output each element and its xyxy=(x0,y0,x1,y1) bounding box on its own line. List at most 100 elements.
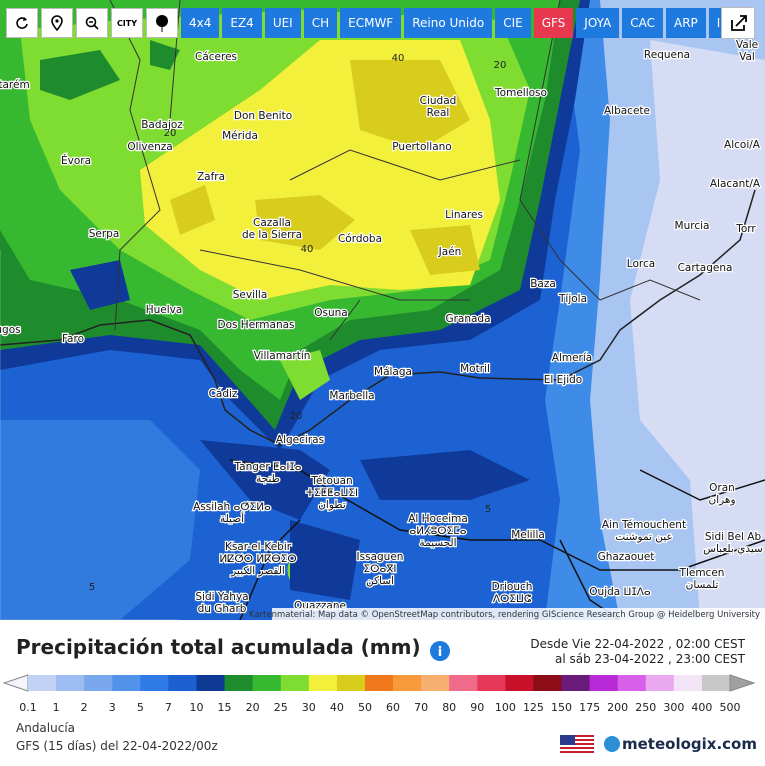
place-label: تلمسان xyxy=(686,579,719,591)
scale-cell xyxy=(421,675,450,691)
brand: meteologix.com xyxy=(622,735,757,753)
scale-label: 40 xyxy=(330,701,344,714)
contour-label: 20 xyxy=(164,128,177,139)
model-button[interactable]: UEI xyxy=(264,8,301,38)
marker-button[interactable] xyxy=(146,8,178,38)
scale-cell xyxy=(673,675,703,691)
contour-labels: 40 20 40 20 5 5 20 xyxy=(89,53,507,593)
scale-cell xyxy=(477,675,506,691)
scale-cell xyxy=(168,675,197,691)
place-label: ugos xyxy=(0,324,21,336)
place-label: Olivenza xyxy=(127,141,172,153)
scale-cell xyxy=(28,675,57,691)
place-label: عين تموشنت xyxy=(615,531,672,543)
model-button[interactable]: ECMWF xyxy=(340,8,402,38)
model-button[interactable]: ARP xyxy=(666,8,706,38)
place-label: Tlemcen xyxy=(679,567,725,579)
place-label: Málaga xyxy=(374,366,412,378)
place-label: Don Benito xyxy=(234,110,292,122)
toolbar: CITY 4x4 EZ4 UEI CH ECMWF Reino Unido CIE GFS JO… xyxy=(6,8,746,38)
model-button[interactable]: CIE xyxy=(495,8,531,38)
date-to: al sáb 23-04-2022 , 23:00 CEST xyxy=(555,652,746,666)
place-label: Tétouan xyxy=(310,475,352,487)
scale-cell xyxy=(336,675,366,691)
place-label: Zafra xyxy=(197,171,225,183)
scale-label: 80 xyxy=(442,701,456,714)
place-label: Serpa xyxy=(89,228,120,240)
model-button[interactable]: EZ4 xyxy=(222,8,262,38)
scale-label: 30 xyxy=(302,701,316,714)
place-label: Alcoi/A xyxy=(724,139,761,151)
scale-label: 1 xyxy=(53,701,60,714)
contour-label: 20 xyxy=(290,411,303,422)
scale-label: 15 xyxy=(218,701,232,714)
place-label: Faro xyxy=(62,333,84,345)
place-label: ⵍⵇⵚⵔ ⵍⴽⴱⵉⵔ xyxy=(219,553,296,565)
scale-cell xyxy=(252,675,282,691)
place-label: Linares xyxy=(445,209,483,221)
model-button[interactable]: CH xyxy=(303,8,338,38)
scale-label: 100 xyxy=(495,701,516,714)
place-label: Torr xyxy=(735,223,756,235)
place-label: الحسيمة xyxy=(419,537,456,549)
place-label: Ciudad xyxy=(420,95,457,107)
model-button[interactable]: 4x4 xyxy=(181,8,220,38)
contour-label: 5 xyxy=(485,504,491,515)
scale-cell xyxy=(393,675,422,691)
place-label: Sidi Bel Ab xyxy=(705,531,762,543)
place-label: ⵉⵙⴰⴳⵏ xyxy=(363,563,396,575)
scale-cell xyxy=(196,675,226,691)
model-button[interactable]: GFS xyxy=(533,8,574,38)
city-toggle[interactable]: CITY xyxy=(111,8,143,38)
place-label: Jaén xyxy=(438,246,462,258)
attribution: Kartenmaterial: Map data © OpenStreetMap… xyxy=(249,610,760,620)
scale-cell xyxy=(449,675,478,691)
reload-button[interactable] xyxy=(6,8,38,38)
scale-cell xyxy=(280,675,310,691)
place-label: Mérida xyxy=(222,130,258,142)
scale-label: 150 xyxy=(551,701,572,714)
place-label: وهران xyxy=(708,494,735,506)
info-icon[interactable] xyxy=(430,641,450,661)
place-label: Real xyxy=(427,107,450,119)
place-label: Requena xyxy=(644,49,690,61)
model-button[interactable]: JOYA xyxy=(576,8,620,38)
contour-label: 40 xyxy=(301,244,314,255)
place-label: Cáceres xyxy=(195,51,237,63)
scale-label: 60 xyxy=(386,701,400,714)
model-button[interactable]: CAC xyxy=(622,8,663,38)
place-label: القصر الكبير xyxy=(230,565,285,577)
place-label: Almería xyxy=(552,352,592,364)
place-label: El Ejido xyxy=(544,374,582,386)
scale-cell xyxy=(308,675,338,691)
scale-arrow-right xyxy=(729,674,756,692)
date-from: Desde Vie 22-04-2022 , 02:00 CEST xyxy=(530,637,745,651)
place-label: سيدي بلعباس xyxy=(703,543,763,555)
place-label: Puertollano xyxy=(392,141,451,153)
place-label: Sevilla xyxy=(233,289,268,301)
location-button[interactable] xyxy=(41,8,73,38)
place-label: Huelva xyxy=(146,304,183,316)
scale-arrow-left xyxy=(2,674,29,692)
zoom-button[interactable] xyxy=(76,8,108,38)
place-label: Vale xyxy=(736,39,758,51)
place-label: Val xyxy=(739,51,755,63)
place-label: Tanger ⵟⴰⵏⵊⴰ xyxy=(233,461,301,473)
region: Andalucía xyxy=(16,721,75,735)
scale-cell xyxy=(224,675,254,691)
place-label: Cartagena xyxy=(678,262,733,274)
place-label: Villamartín xyxy=(254,350,311,362)
place-label: Sidi Yahya xyxy=(195,591,248,603)
scale-cell xyxy=(140,675,169,691)
scale-cell xyxy=(645,675,675,691)
share-button[interactable] xyxy=(721,7,755,39)
place-label: Tomelloso xyxy=(494,87,547,99)
place-label: Al Hoceima xyxy=(408,513,468,525)
place-label: Assilah ⴰⵚⵉⵍⴰ xyxy=(193,501,271,513)
place-label: Issaguen xyxy=(357,551,404,563)
city-icon-label: CITY xyxy=(116,18,138,28)
contour-label: 40 xyxy=(392,53,405,64)
model-button[interactable]: Reino Unido xyxy=(404,8,493,38)
scale-cell xyxy=(561,675,591,691)
